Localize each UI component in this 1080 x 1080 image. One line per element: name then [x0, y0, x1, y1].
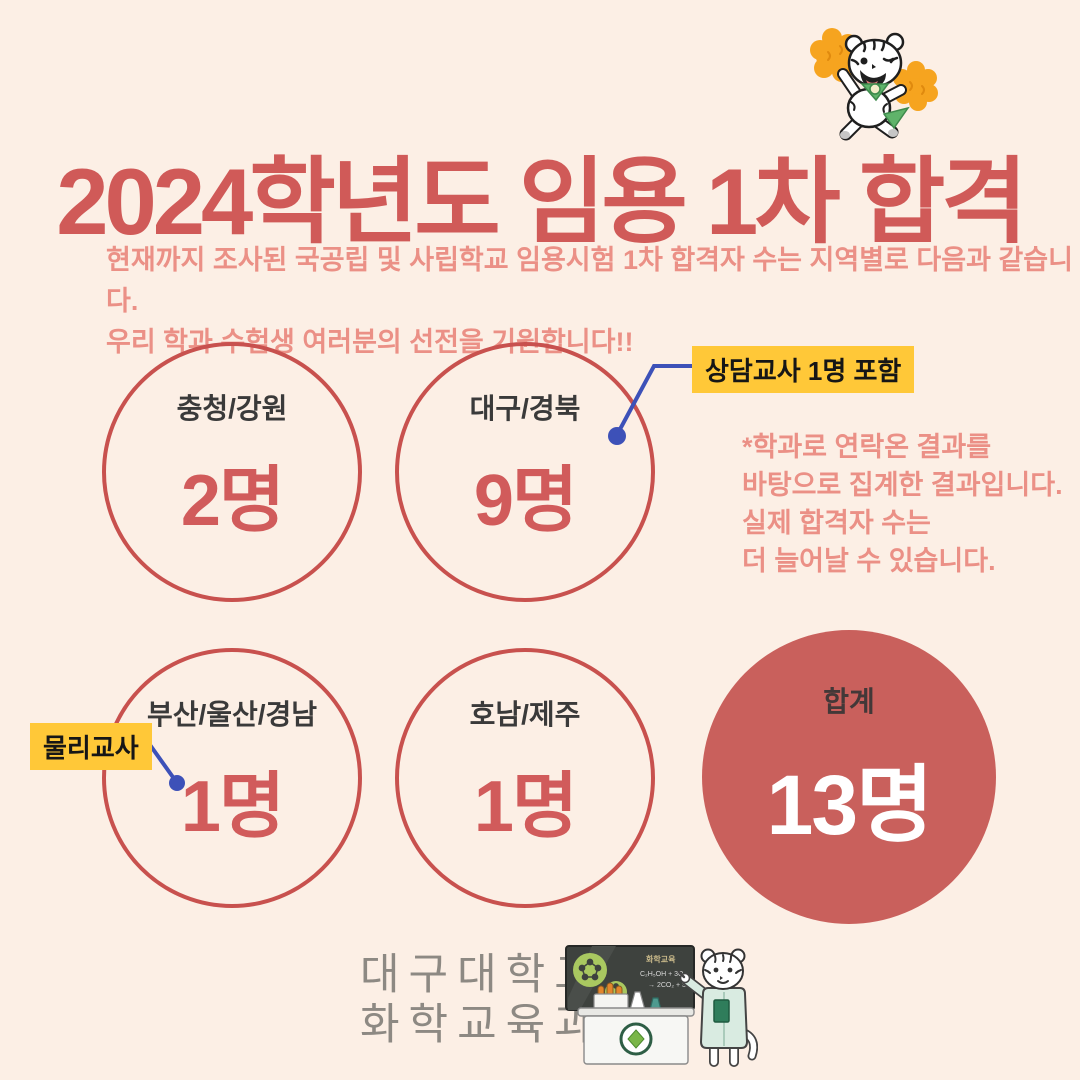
region-label: 호남/제주	[469, 698, 581, 730]
region-count: 1명	[180, 766, 285, 847]
region-label: 부산/울산/경남	[146, 698, 318, 730]
blackboard-subject-text: 화학교육	[646, 954, 676, 964]
region-count: 2명	[180, 460, 285, 541]
teacher-tiger-icon	[677, 948, 758, 1067]
total-count: 13명	[766, 757, 934, 852]
note-line-1: *학과로 연락온 결과를	[742, 432, 992, 462]
footer-university: 대구대학교	[360, 951, 603, 999]
disclaimer-note: *학과로 연락온 결과를 바탕으로 집계한 결과입니다. 실제 합격자 수는 더…	[742, 428, 1063, 580]
footer-department: 화학교육과	[360, 1001, 603, 1049]
lab-desk-icon	[577, 1007, 695, 1065]
blackboard-equation-line2: → 2CO₂ + 3H₂O	[648, 982, 700, 989]
callout-counselor-included: 상담교사 1명 포함	[692, 346, 915, 393]
note-line-2: 바탕으로 집계한 결과입니다.	[742, 470, 1063, 500]
note-line-3: 실제 합격자 수는	[742, 508, 931, 538]
region-count: 1명	[473, 766, 578, 847]
total-label: 합계	[823, 685, 875, 717]
page-title: 2024학년도 임용 1차 합격	[56, 149, 1028, 254]
blackboard-equation-line1: C₂H₅OH + 3O₂	[640, 971, 686, 978]
callout-physics-teacher: 물리교사	[30, 723, 152, 770]
stat-circle-honam-jeju: 호남/제주 1명	[395, 648, 655, 908]
pompom-right-icon	[893, 61, 938, 111]
chemistry-teacher-tiger-mascot-icon: 화학교육 C₂H₅OH + 3O₂ → 2CO₂ + 3H₂O	[565, 945, 758, 1067]
tiger-body-icon	[837, 32, 910, 141]
region-label: 대구/경북	[469, 392, 581, 424]
region-count: 9명	[473, 460, 578, 541]
total-circle: 합계 13명	[702, 630, 996, 924]
cheer-tiger-mascot-icon	[810, 28, 938, 141]
stat-circle-busan-ulsan-gyeongnam: 부산/울산/경남 1명	[102, 648, 362, 908]
region-label: 충청/강원	[176, 392, 288, 424]
subtitle-line-1: 현재까지 조사된 국공립 및 사립학교 임용시험 1차 합격자 수는 지역별로 …	[106, 245, 1073, 316]
stat-circle-daegu-gyeongbuk: 대구/경북 9명	[395, 342, 655, 602]
page-subtitle: 현재까지 조사된 국공립 및 사립학교 임용시험 1차 합격자 수는 지역별로 …	[106, 240, 1080, 363]
footer-department-name: 대구대학교 화학교육과	[360, 950, 603, 1050]
note-line-4: 더 늘어날 수 있습니다.	[742, 546, 996, 576]
stat-circle-chungcheong-gangwon: 충청/강원 2명	[102, 342, 362, 602]
